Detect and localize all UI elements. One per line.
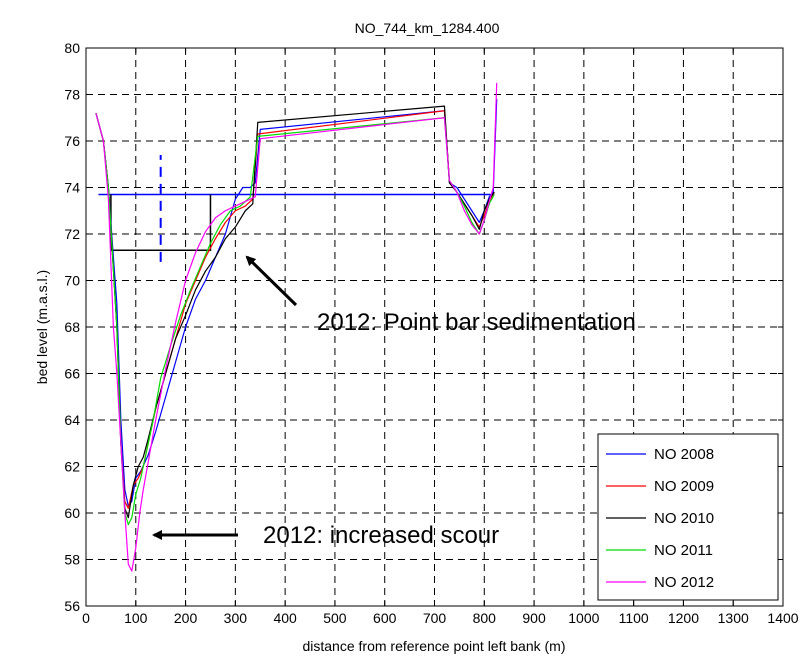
plot-area: 0 100 200 300 400 500 600 700 800 900 1000 1100 1200…: [64, 40, 798, 626]
legend-box: [597, 433, 779, 601]
x-tick-label-1: 100: [124, 610, 148, 626]
x-tick-label-0: 0: [82, 610, 90, 626]
y-tick-label-1: 58: [64, 552, 80, 568]
legend: NO 2008 NO 2009 NO 2010 NO 2011 NO 2012: [597, 433, 779, 601]
y-tick-label-12: 80: [64, 40, 80, 56]
x-tick-label-13: 1300: [718, 610, 749, 626]
x-tick-label-5: 500: [323, 610, 347, 626]
series-line-4: [95, 82, 498, 572]
x-tick-label-14: 1400: [767, 610, 798, 626]
y-tick-label-3: 62: [64, 459, 80, 475]
legend-label-3: NO 2011: [654, 542, 713, 559]
y-tick-label-8: 72: [64, 226, 80, 242]
x-tick-label-6: 600: [373, 610, 397, 626]
x-tick-label-9: 900: [522, 610, 546, 626]
legend-label-4: NO 2012: [654, 574, 714, 591]
legend-items: NO 2008 NO 2009 NO 2010 NO 2011 NO 2012: [606, 446, 714, 591]
x-tick-label-12: 1200: [668, 610, 699, 626]
series-group: [95, 82, 498, 572]
x-tick-label-7: 700: [423, 610, 447, 626]
x-ticks: 0 100 200 300 400 500 600 700 800 900 1000 1100 1200…: [82, 48, 799, 626]
y-tick-label-6: 68: [64, 319, 80, 335]
y-ticks: 56 58 60 62 64 66 68 70 72 74 76 78 80: [64, 40, 783, 614]
y-tick-label-4: 64: [64, 412, 80, 428]
y-tick-label-11: 78: [64, 87, 80, 103]
x-tick-label-11: 1100: [619, 610, 649, 626]
y-tick-label-0: 56: [64, 598, 80, 614]
annotation-point-bar: 2012: Point bar sedimentation: [317, 309, 636, 336]
x-tick-label-10: 1000: [568, 610, 599, 626]
y-tick-label-7: 70: [64, 273, 80, 289]
annotations: 2012: Point bar sedimentation 2012: incr…: [152, 255, 636, 549]
y-tick-label-2: 60: [64, 505, 80, 521]
legend-label-1: NO 2009: [654, 478, 714, 495]
annotation-arrow-point-bar: [245, 255, 298, 307]
x-tick-label-4: 400: [273, 610, 297, 626]
annotation-increased-scour: 2012: increased scour: [263, 522, 499, 549]
y-tick-label-9: 74: [64, 180, 80, 196]
chart-title: NO_744_km_1284.400: [355, 20, 500, 36]
legend-label-2: NO 2010: [654, 510, 714, 527]
x-axis-label: distance from reference point left bank …: [302, 638, 565, 654]
y-tick-label-10: 76: [64, 133, 80, 149]
series-line-0: [95, 99, 498, 507]
x-tick-label-8: 800: [473, 610, 497, 626]
legend-label-0: NO 2008: [654, 446, 714, 463]
x-tick-label-3: 300: [224, 610, 248, 626]
grid: [86, 48, 783, 606]
y-tick-label-5: 66: [64, 366, 80, 382]
x-tick-label-2: 200: [174, 610, 198, 626]
y-axis-label: bed level (m.a.s.l.): [34, 270, 50, 384]
